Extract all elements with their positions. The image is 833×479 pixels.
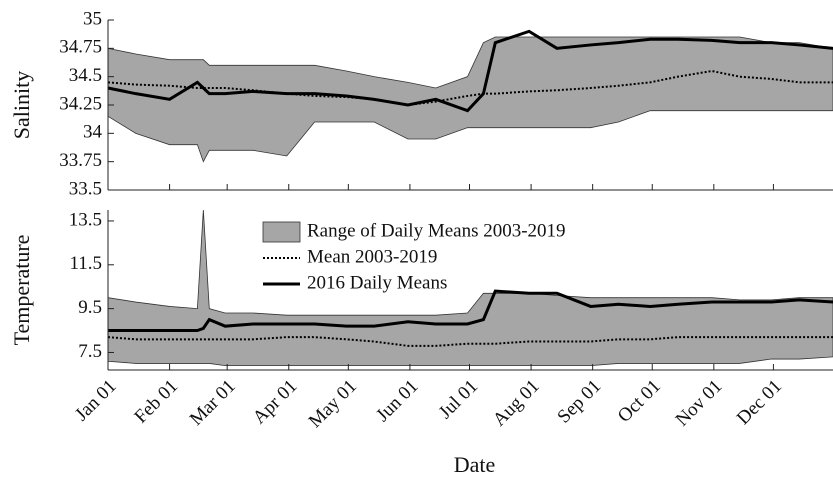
data-line: [107, 29, 833, 113]
x-axis-label: Date: [454, 452, 496, 477]
mean-line: [107, 69, 833, 107]
y-tick-label: 9.5: [78, 297, 102, 318]
x-tick-label: Mar 01: [186, 376, 240, 430]
y-tick-label: 33.75: [59, 150, 102, 171]
y-tick-label: 34.75: [59, 37, 102, 58]
y-tick-label: 11.5: [69, 253, 102, 274]
x-tick-label: Jun 01: [372, 376, 422, 426]
y-axis-label: Salinity: [9, 71, 34, 139]
x-tick-label: Aug 01: [489, 376, 544, 431]
legend-label: Mean 2003-2019: [307, 246, 437, 267]
legend-swatch: [262, 221, 301, 243]
data-line: [108, 289, 833, 333]
x-tick-label: Nov 01: [672, 376, 727, 431]
mean-line: [107, 336, 833, 347]
x-tick-label: Jan 01: [71, 376, 121, 426]
x-tick-label: Feb 01: [130, 376, 182, 428]
x-tick-label: Dec 01: [733, 376, 786, 429]
range-area: [107, 209, 833, 367]
legend-label: 2016 Daily Means: [307, 272, 447, 293]
y-tick-label: 34: [83, 122, 103, 143]
x-tick-label: Apr 01: [249, 376, 302, 429]
y-tick-label: 13.5: [69, 209, 102, 230]
y-tick-label: 34.25: [59, 93, 102, 114]
y-tick-label: 33.5: [69, 178, 102, 199]
x-tick-label: May 01: [305, 376, 361, 432]
y-tick-label: 34.5: [69, 65, 102, 86]
x-tick-label: Sep 01: [553, 376, 605, 428]
y-tick-label: 35: [83, 8, 102, 29]
y-tick-label: 7.5: [78, 341, 102, 362]
x-tick-label: Jul 01: [435, 376, 482, 423]
x-tick-label: Oct 01: [614, 376, 665, 427]
range-area: [107, 36, 833, 163]
y-axis-label: Temperature: [9, 235, 34, 346]
legend-label: Range of Daily Means 2003-2019: [307, 220, 566, 241]
